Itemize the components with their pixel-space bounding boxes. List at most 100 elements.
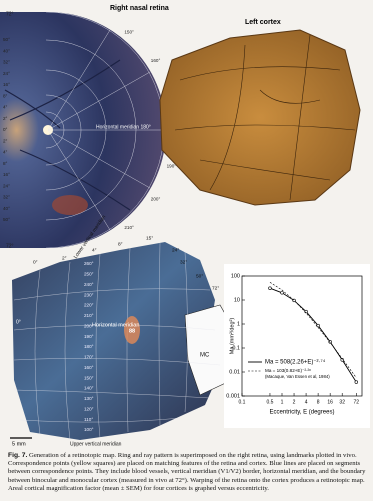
- eccentricity-label: 40°: [3, 48, 10, 53]
- angle-label: 210°: [84, 313, 94, 318]
- eccentricity-label: 8°: [3, 161, 8, 166]
- figure: Right nasal retina 72° 72° Horizontal me…: [0, 5, 370, 447]
- retina-title: Right nasal retina: [110, 5, 169, 12]
- series-line: [269, 287, 357, 383]
- eccentricity-label: 0°: [3, 127, 8, 132]
- eccentricity-label: 4°: [3, 150, 8, 155]
- cortex-title: Left cortex: [245, 19, 281, 26]
- caption: Fig. 7. Generation of a retinotopic map.…: [8, 452, 366, 493]
- eccentricity-label: 4°: [92, 247, 97, 253]
- angle-label: 240°: [84, 282, 94, 287]
- data-point: [316, 323, 320, 328]
- data-point: [354, 380, 358, 384]
- angle-label: 180°: [84, 344, 94, 349]
- x-tick-label: 1: [281, 399, 284, 405]
- x-tick-label: 16: [327, 399, 333, 405]
- legend-note: (Macaque, Van Essen et al, 1984): [265, 374, 330, 379]
- angle-label: 200°: [84, 323, 94, 328]
- eccentricity-labels: 50° 40° 32° 24° 16° 8° 4° 2° 0° 2° 4° 8° 16° 24° 32° 40…: [3, 37, 10, 222]
- horizontal-meridian-label: Horizontal meridian 180°: [96, 124, 151, 130]
- y-tick-label: 0.1: [232, 345, 240, 351]
- angle-label: 110°: [84, 417, 93, 422]
- warped-retina: [12, 242, 225, 440]
- y-tick-label: 0.001: [226, 393, 240, 399]
- x-tick-label: 4: [305, 399, 308, 405]
- eccentricity-label: 40°: [3, 206, 10, 211]
- optic-disc: [124, 316, 140, 344]
- x-tick-label: 0.5: [266, 399, 273, 405]
- plot-frame: [241, 275, 363, 397]
- angle-label: 160°: [84, 365, 94, 370]
- x-tick-label: 2: [293, 399, 296, 405]
- eccentricity-label: 0°: [33, 259, 38, 265]
- eccentricity-label: 2°: [62, 255, 67, 261]
- series-line: [269, 281, 357, 378]
- eccentricity-label: 4°: [3, 105, 8, 110]
- y-tick-label: 100: [231, 273, 240, 279]
- angle-label: 140°: [84, 386, 94, 391]
- x-axis-label: Eccentricity, E (degrees): [270, 410, 335, 416]
- monocular-label: MC: [200, 353, 210, 359]
- center-label: 88: [129, 328, 135, 334]
- eccentricity-label: 50°: [3, 217, 10, 222]
- y-tick-label: 0.01: [229, 369, 240, 375]
- bottom-label: 72°: [6, 243, 14, 249]
- angle-label: 170°: [84, 355, 94, 360]
- data-point: [268, 286, 272, 290]
- chart-background: [224, 264, 370, 428]
- x-tick-label: 72: [354, 399, 360, 405]
- angle-label: 150°: [124, 30, 134, 35]
- angle-label: 260°: [84, 261, 94, 266]
- data-point: [328, 340, 332, 344]
- eccentricity-label: 50°: [3, 37, 10, 42]
- eccentricity-label: 15°: [146, 235, 153, 241]
- lower-angles: 260° 250° 240° 230° 220° 210° 200° 190° 180° 170°…: [84, 261, 94, 432]
- caption-text: Generation of a retinotopic map. Ring an…: [8, 452, 366, 492]
- cortex-lines: [174, 34, 356, 201]
- eccentricity-label: 16°: [3, 82, 10, 87]
- x-tick-label: 8: [317, 399, 320, 405]
- y-axis-label: Ma (mm²/deg²): [229, 318, 235, 355]
- eccentricity-label: 2°: [3, 116, 8, 121]
- angle-label: 230°: [84, 292, 94, 297]
- x-tick-label: 0.1: [239, 399, 246, 405]
- angle-label: 100°: [84, 427, 94, 432]
- y-tick-label: 10: [234, 297, 240, 303]
- eccentricity-label: 32°: [3, 195, 10, 200]
- x-tick-label: 32: [339, 399, 345, 405]
- origin-label: 0°: [16, 319, 21, 325]
- angle-label: 130°: [84, 396, 94, 401]
- eccentricity-label: 24°: [172, 247, 179, 253]
- y-tick-label: 1: [237, 321, 240, 327]
- eccentricity-label: 32°: [180, 259, 187, 265]
- eccentricity-label: 32°: [3, 60, 10, 65]
- legend-label: Ma = 508(2.26+E)⁻²·⁷⁴: [265, 359, 326, 366]
- legend-label: Ma = 103(0.82+E)⁻²·²⁸: [265, 368, 311, 373]
- angle-label: 160°: [151, 58, 161, 63]
- angle-label: 120°: [84, 406, 94, 411]
- upper-vertical-meridian: Upper vertical meridian: [70, 441, 122, 447]
- angle-label: 150°: [84, 375, 94, 380]
- eccentricity-label: 8°: [118, 241, 123, 247]
- cortex: [159, 29, 361, 206]
- top-label: 72°: [6, 11, 14, 17]
- lower-eccentricities: 0° 2° 4° 8° 15° 24°32° 50° 72°: [33, 235, 219, 291]
- angle-label: 190°: [167, 163, 177, 168]
- angle-label: 200°: [151, 197, 161, 202]
- eccentricity-label: 24°: [3, 71, 10, 76]
- eccentricity-label: 50°: [196, 273, 203, 279]
- angle-label: 190°: [84, 334, 94, 339]
- angle-label: 250°: [84, 272, 94, 277]
- caption-label: Fig. 7.: [8, 452, 28, 459]
- eccentricity-label: 24°: [3, 183, 10, 188]
- eccentricity-label: 16°: [3, 172, 10, 177]
- angle-label: 210°: [124, 225, 134, 230]
- scale-bar-label: 5 mm: [12, 441, 26, 447]
- horizontal-meridian: Horizontal meridian: [92, 322, 139, 328]
- eccentricity-label: 72°: [212, 285, 219, 291]
- angle-label: 220°: [84, 303, 94, 308]
- data-point: [280, 291, 284, 295]
- eccentricity-label: 2°: [3, 138, 8, 143]
